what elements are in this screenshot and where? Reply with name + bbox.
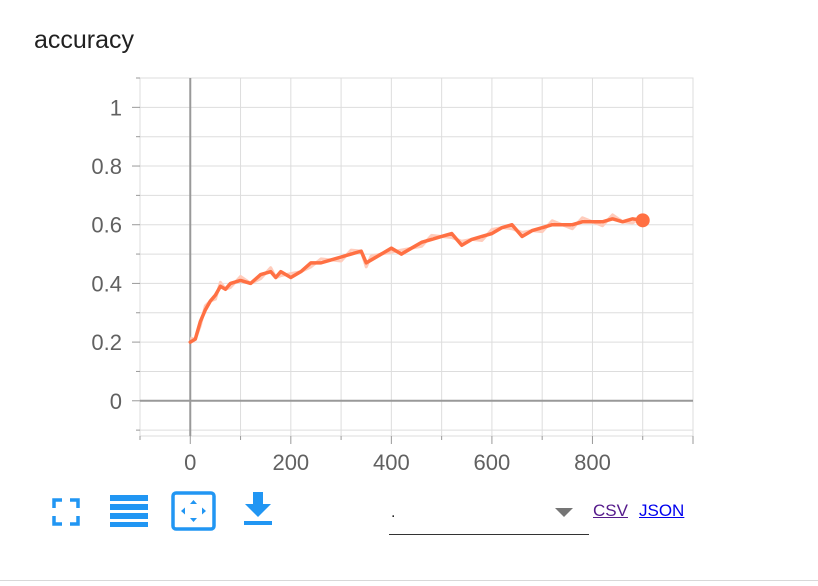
series-line bbox=[188, 217, 645, 344]
y-tick-label: 0.6 bbox=[91, 213, 122, 238]
y-tick-label: 0 bbox=[110, 389, 122, 414]
fit-domain-button[interactable] bbox=[171, 491, 216, 531]
y-tick-label: 0.2 bbox=[91, 330, 122, 355]
axes bbox=[132, 77, 694, 444]
list-icon bbox=[110, 495, 148, 527]
y-tick-label: 0.4 bbox=[91, 271, 122, 296]
download-json-link[interactable]: JSON bbox=[639, 501, 685, 520]
plot-frame bbox=[139, 77, 694, 437]
toggle-data-button[interactable] bbox=[110, 495, 148, 527]
y-tick-label: 1 bbox=[110, 95, 122, 120]
x-tick-label: 800 bbox=[574, 450, 611, 475]
fullscreen-button[interactable] bbox=[52, 498, 80, 526]
chart-title: accuracy bbox=[34, 26, 135, 54]
x-tick-label: 200 bbox=[272, 450, 309, 475]
series-end-point bbox=[635, 213, 650, 228]
chevron-down-icon bbox=[555, 508, 573, 517]
fit-domain-icon bbox=[171, 491, 216, 531]
x-tick-label: 600 bbox=[474, 450, 511, 475]
download-csv-link[interactable]: CSV bbox=[593, 501, 628, 520]
grid bbox=[139, 77, 694, 437]
x-tick-label: 0 bbox=[184, 450, 196, 475]
x-tick-label: 400 bbox=[373, 450, 410, 475]
fullscreen-icon bbox=[52, 498, 80, 526]
run-select-value: . bbox=[391, 504, 396, 521]
run-select[interactable]: . bbox=[389, 494, 589, 535]
tick-labels: 0 0.2 0.4 0.6 0.8 1 0 200 400 600 800 bbox=[91, 95, 610, 475]
divider bbox=[0, 580, 818, 581]
accuracy-chart: 0 0.2 0.4 0.6 0.8 1 0 200 400 600 800 bbox=[91, 77, 694, 475]
download-icon bbox=[244, 492, 272, 525]
download-button[interactable] bbox=[243, 492, 273, 526]
series-layer bbox=[188, 213, 650, 344]
y-tick-label: 0.8 bbox=[91, 154, 122, 179]
